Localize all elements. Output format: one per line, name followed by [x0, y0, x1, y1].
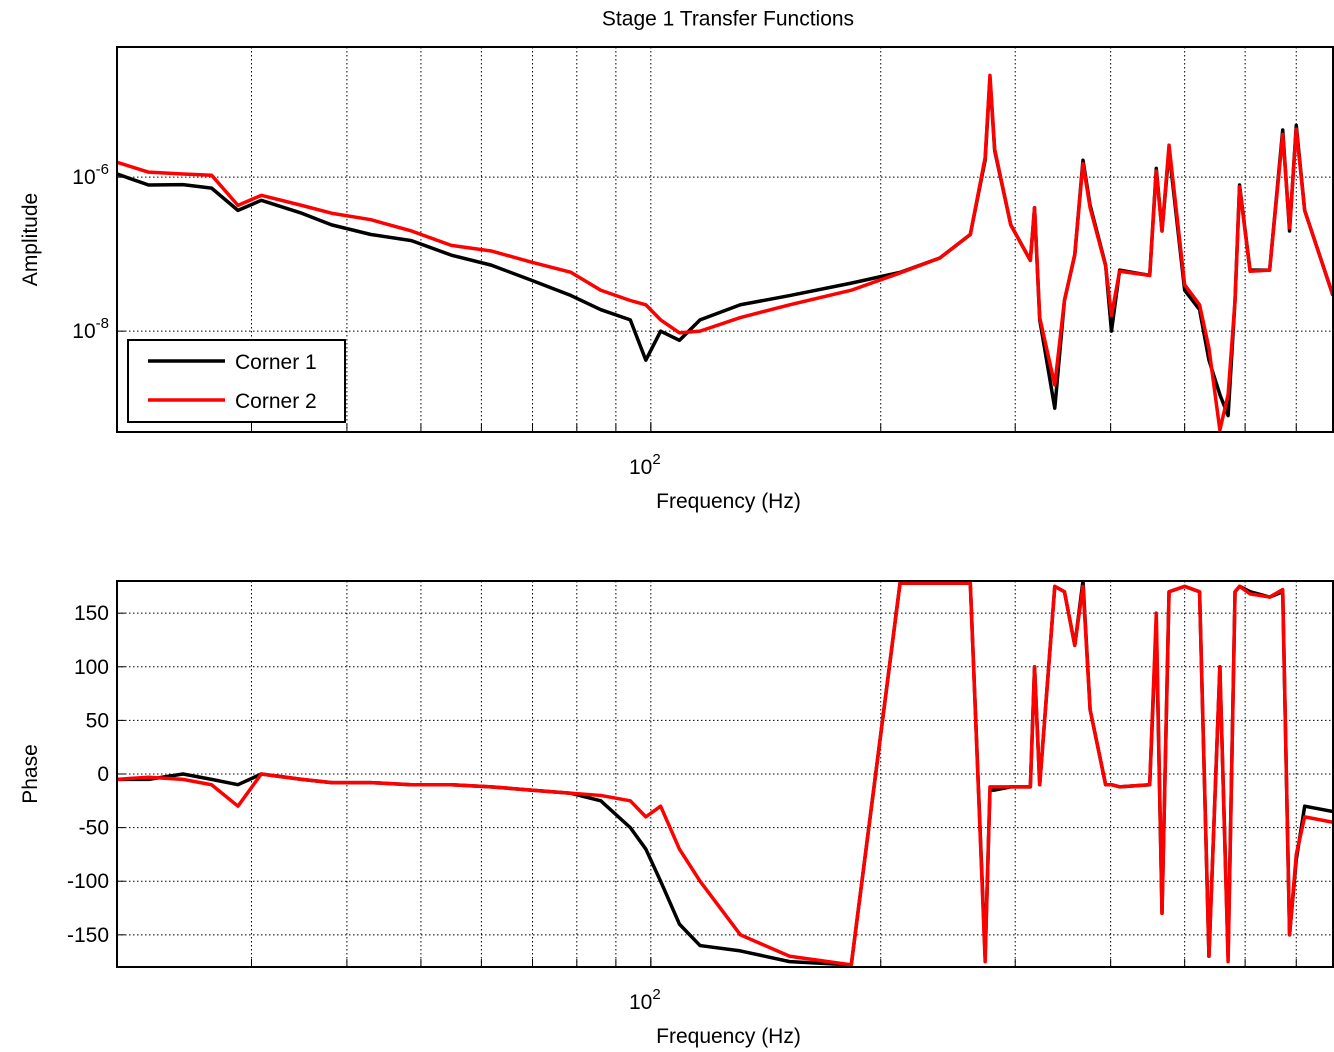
chart-title: Stage 1 Transfer Functions: [602, 8, 854, 31]
y-tick-label: 0: [97, 763, 109, 786]
y-tick-label: -150: [67, 924, 109, 947]
y-tick-label: 50: [86, 709, 109, 732]
legend-label: Corner 1: [235, 351, 317, 374]
y-tick-label: 150: [74, 602, 109, 625]
y-tick-label: 10-6: [72, 161, 109, 189]
y-tick-label: -50: [79, 817, 109, 840]
plot-frame: [116, 46, 1334, 433]
x-tick-label: 102: [629, 986, 661, 1014]
legend-box: [127, 339, 346, 423]
y-axis-label: Phase: [19, 744, 42, 804]
legend-label: Corner 2: [235, 390, 317, 413]
y-axis-label: Amplitude: [19, 193, 42, 286]
plot-frame: [116, 580, 1334, 968]
series-line: [117, 581, 1333, 967]
y-tick-label: 100: [74, 656, 109, 679]
y-tick-label: -100: [67, 870, 109, 893]
y-tick-label: 10-8: [72, 315, 109, 343]
x-tick-label: 102: [629, 451, 661, 479]
series-line: [117, 73, 1333, 432]
x-axis-label: Frequency (Hz): [656, 1025, 801, 1048]
x-axis-label: Frequency (Hz): [656, 490, 801, 513]
